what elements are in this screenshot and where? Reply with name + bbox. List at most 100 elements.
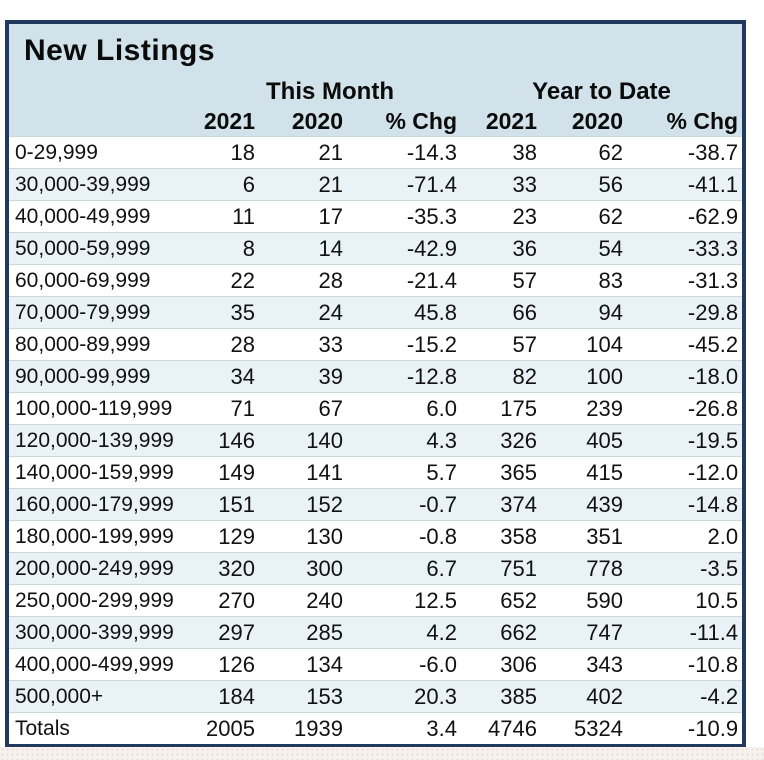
value-cell: 652 <box>500 588 537 613</box>
table-row: 180,000-199,999 129 130 -0.8 358 351 2.0 <box>9 520 743 553</box>
row-label: 300,000-399,999 <box>15 621 174 644</box>
table-row: 160,000-179,999 151 152 -0.7 374 439 -14.8 <box>9 488 743 521</box>
table-row: 60,000-69,999 22 28 -21.4 57 83 -31.3 <box>9 264 743 297</box>
value-cell: -11.4 <box>689 620 739 645</box>
row-label: 50,000-59,999 <box>15 237 151 260</box>
value-cell: 6.7 <box>426 556 457 581</box>
row-label: 140,000-159,999 <box>15 461 174 484</box>
row-label: 120,000-139,999 <box>15 429 174 452</box>
table-row: 80,000-89,999 28 33 -15.2 57 104 -45.2 <box>9 328 743 361</box>
row-label: 400,000-499,999 <box>15 653 174 676</box>
value-cell: 306 <box>500 652 537 677</box>
value-cell: 374 <box>500 492 537 517</box>
value-cell: 5.7 <box>426 460 457 485</box>
value-cell: -38.7 <box>687 140 739 165</box>
value-cell: 285 <box>306 620 343 645</box>
value-cell: -14.8 <box>687 492 739 517</box>
row-label: Totals <box>15 717 70 740</box>
value-cell: 3.4 <box>426 716 457 741</box>
value-cell: 17 <box>318 204 343 229</box>
value-cell: 320 <box>218 556 255 581</box>
value-cell: 21 <box>318 172 343 197</box>
value-cell: 405 <box>586 428 623 453</box>
value-cell: 10.5 <box>695 588 739 613</box>
new-listings-panel: New Listings This Month Year to Date 202… <box>5 20 746 748</box>
value-cell: 129 <box>218 524 255 549</box>
value-cell: -10.8 <box>687 652 739 677</box>
value-cell: 662 <box>500 620 537 645</box>
row-label: 70,000-79,999 <box>15 301 151 324</box>
value-cell: 2.0 <box>707 524 739 549</box>
value-cell: -19.5 <box>687 428 739 453</box>
value-cell: 239 <box>586 396 623 421</box>
value-cell: -0.7 <box>419 492 457 517</box>
value-cell: -10.9 <box>687 716 739 741</box>
value-cell: -15.2 <box>406 332 457 357</box>
value-cell: 56 <box>598 172 623 197</box>
value-cell: 23 <box>512 204 537 229</box>
new-listings-table: New Listings This Month Year to Date 202… <box>9 24 743 744</box>
table-row: 40,000-49,999 11 17 -35.3 23 62 -62.9 <box>9 200 743 233</box>
value-cell: -0.8 <box>419 524 457 549</box>
column-header-row: 2021 2020 % Chg 2021 2020 % Chg <box>9 106 743 137</box>
column-header-ytd-pct-chg: % Chg <box>627 106 743 137</box>
value-cell: 36 <box>512 236 537 261</box>
value-cell: -45.2 <box>687 332 739 357</box>
column-header-spacer <box>9 106 199 137</box>
row-label: 500,000+ <box>15 685 104 708</box>
value-cell: 5324 <box>574 716 623 741</box>
value-cell: 6.0 <box>426 396 457 421</box>
value-cell: 130 <box>306 524 343 549</box>
column-header-tm-2021: 2021 <box>199 106 259 137</box>
value-cell: -31.3 <box>687 268 739 293</box>
value-cell: 54 <box>598 236 623 261</box>
value-cell: 45.8 <box>414 300 457 325</box>
row-label: 40,000-49,999 <box>15 205 151 228</box>
table-row: 400,000-499,999 126 134 -6.0 306 343 -10.8 <box>9 648 743 681</box>
value-cell: 2005 <box>206 716 255 741</box>
value-cell: 240 <box>306 588 343 613</box>
value-cell: 149 <box>218 460 255 485</box>
value-cell: 590 <box>586 588 623 613</box>
table-row: 90,000-99,999 34 39 -12.8 82 100 -18.0 <box>9 360 743 393</box>
value-cell: 300 <box>306 556 343 581</box>
value-cell: 38 <box>512 140 537 165</box>
table-row: 50,000-59,999 8 14 -42.9 36 54 -33.3 <box>9 232 743 265</box>
value-cell: 28 <box>230 332 255 357</box>
value-cell: 66 <box>512 300 537 325</box>
value-cell: 18 <box>230 140 255 165</box>
value-cell: 39 <box>318 364 343 389</box>
value-cell: 34 <box>230 364 255 389</box>
table-row: 0-29,999 18 21 -14.3 38 62 -38.7 <box>9 136 743 169</box>
value-cell: -12.8 <box>406 364 457 389</box>
value-cell: 175 <box>500 396 537 421</box>
value-cell: 365 <box>500 460 537 485</box>
value-cell: 747 <box>586 620 623 645</box>
row-label: 250,000-299,999 <box>15 589 174 612</box>
value-cell: 67 <box>318 396 343 421</box>
value-cell: 4.2 <box>426 620 457 645</box>
value-cell: 35 <box>230 300 255 325</box>
column-header-tm-2020: 2020 <box>259 106 347 137</box>
table-row: 30,000-39,999 6 21 -71.4 33 56 -41.1 <box>9 168 743 201</box>
value-cell: 104 <box>586 332 623 357</box>
value-cell: -26.8 <box>687 396 739 421</box>
table-row: 300,000-399,999 297 285 4.2 662 747 -11.4 <box>9 616 743 649</box>
value-cell: 778 <box>586 556 623 581</box>
value-cell: 57 <box>512 332 537 357</box>
value-cell: 402 <box>586 684 623 709</box>
value-cell: -12.0 <box>687 460 739 485</box>
value-cell: 83 <box>598 268 623 293</box>
value-cell: 62 <box>598 204 623 229</box>
value-cell: 152 <box>306 492 343 517</box>
value-cell: 33 <box>318 332 343 357</box>
value-cell: 134 <box>306 652 343 677</box>
table-row: 250,000-299,999 270 240 12.5 652 590 10.5 <box>9 584 743 617</box>
value-cell: -3.5 <box>700 556 739 581</box>
value-cell: 4.3 <box>426 428 457 453</box>
row-label: 0-29,999 <box>15 141 98 164</box>
value-cell: 297 <box>218 620 255 645</box>
table-row: 140,000-159,999 149 141 5.7 365 415 -12.0 <box>9 456 743 489</box>
table-body: 0-29,999 18 21 -14.3 38 62 -38.7 30,000-39,999 6… <box>9 136 743 744</box>
row-label: 80,000-89,999 <box>15 333 151 356</box>
